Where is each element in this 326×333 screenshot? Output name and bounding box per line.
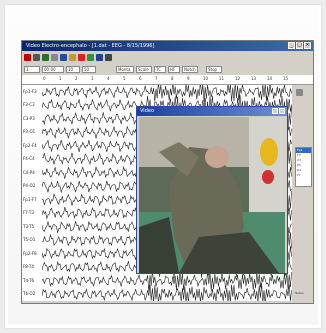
channel-label: F7-T3 — [23, 210, 34, 216]
ruler-tick: 2 — [75, 76, 78, 81]
filter-icon[interactable] — [87, 54, 94, 61]
ruler-tick: 4 — [107, 76, 110, 81]
channel-label: P4-O2 — [23, 183, 36, 189]
right-panel: Fp1 F3 C3 P3 O1 F7 Notes — [293, 85, 313, 301]
channel-label: C3-P3 — [23, 115, 35, 121]
channel-label: Fp1-F7 — [23, 196, 37, 202]
video-close-button[interactable] — [279, 108, 285, 114]
ruler-tick: 14 — [267, 76, 273, 81]
eeg-channel-trace — [42, 268, 292, 292]
ruler-tick: 10 — [203, 76, 209, 81]
help-icon[interactable] — [105, 54, 112, 61]
video-window-controls — [272, 108, 285, 114]
list-item[interactable]: F3 — [297, 153, 301, 157]
window-title: Video Electro-encephalo - [1.dat - EEG -… — [26, 43, 155, 49]
channel-label: F4-C4 — [23, 156, 35, 162]
settings-toolbar: 1 00:00 10 50 Monta Scale TC HF Notch St… — [22, 64, 313, 74]
ruler-tick: 9 — [187, 76, 190, 81]
ruler-tick: 8 — [171, 76, 174, 81]
window-controls: _ □ × — [288, 42, 311, 49]
ruler-tick: 5 — [123, 76, 126, 81]
channel-label: Fp1-F3 — [23, 88, 37, 94]
scroll-up-icon[interactable] — [296, 89, 303, 96]
record-icon[interactable] — [24, 54, 31, 61]
maximize-button[interactable]: □ — [296, 42, 303, 49]
ruler-tick: 6 — [139, 76, 142, 81]
stop-button[interactable]: Stop — [206, 65, 222, 73]
channel-label: T6-O2 — [23, 291, 36, 297]
title-bar[interactable]: Video Electro-encephalo - [1.dat - EEG -… — [22, 41, 313, 51]
video-window[interactable]: Video — [136, 106, 288, 274]
main-toolbar — [22, 52, 313, 63]
seconds-field[interactable]: 10 — [66, 65, 80, 73]
channel-label: F3-C3 — [23, 102, 35, 108]
eeg-channel-trace — [42, 85, 292, 102]
channel-label: C4-P4 — [23, 169, 35, 175]
ruler-tick: 0 — [43, 76, 46, 81]
channel-label: T3-T5 — [23, 223, 35, 229]
chart-icon[interactable] — [96, 54, 103, 61]
ruler-tick: 1 — [59, 76, 62, 81]
play-icon[interactable] — [42, 54, 49, 61]
list-item[interactable]: Fp1 — [296, 148, 311, 153]
channel-label: F8-T4 — [23, 264, 34, 270]
notes-label[interactable]: Notes — [295, 291, 304, 295]
save-icon[interactable] — [60, 54, 67, 61]
eeg-channel-trace — [42, 282, 292, 301]
list-item[interactable]: C3 — [297, 158, 302, 162]
open-folder-icon[interactable] — [69, 54, 76, 61]
video-minimize-button[interactable] — [272, 108, 278, 114]
time-field[interactable]: 00:00 — [42, 65, 64, 73]
list-item[interactable]: O1 — [297, 168, 302, 172]
ruler-tick: 11 — [219, 76, 225, 81]
ruler-tick: 13 — [251, 76, 257, 81]
list-item[interactable]: F7 — [297, 173, 301, 177]
tc-select[interactable]: TC — [154, 65, 166, 73]
channel-label: T5-O1 — [23, 237, 36, 243]
ruler-tick: 15 — [283, 76, 289, 81]
hf-select[interactable]: HF — [168, 65, 180, 73]
ruler-tick: 7 — [155, 76, 158, 81]
page-field[interactable]: 1 — [24, 65, 40, 73]
video-title: Video — [140, 108, 155, 114]
time-ruler: 0 1 2 3 4 5 6 7 8 9 10 11 12 13 14 15 — [22, 75, 313, 85]
ruler-tick: 12 — [235, 76, 241, 81]
video-title-bar[interactable]: Video — [137, 107, 287, 116]
notch-select[interactable]: Notch — [182, 65, 198, 73]
channel-label: T4-T6 — [23, 277, 35, 283]
pause-icon[interactable] — [51, 54, 58, 61]
marker-icon[interactable] — [78, 54, 85, 61]
montage-select[interactable]: Monta — [116, 65, 134, 73]
ruler-tick: 3 — [91, 76, 94, 81]
minimize-button[interactable]: _ — [288, 42, 295, 49]
channel-label: P3-O1 — [23, 129, 36, 135]
channel-label: Fp2-F8 — [23, 250, 37, 256]
close-button[interactable]: × — [304, 42, 311, 49]
sensitivity-field[interactable]: 50 — [82, 65, 96, 73]
rewind-icon[interactable] — [33, 54, 40, 61]
patient-video-frame — [139, 117, 285, 273]
scale-select[interactable]: Scale — [136, 65, 152, 73]
channel-labels: Fp1-F3 F3-C3 C3-P3 P3-O1 Fp2-F4 F4-C4 C4-P4 P4-… — [22, 85, 42, 301]
channel-listbox[interactable]: Fp1 F3 C3 P3 O1 F7 — [295, 147, 312, 187]
list-item[interactable]: P3 — [297, 163, 301, 167]
channel-label: Fp2-F4 — [23, 142, 37, 148]
